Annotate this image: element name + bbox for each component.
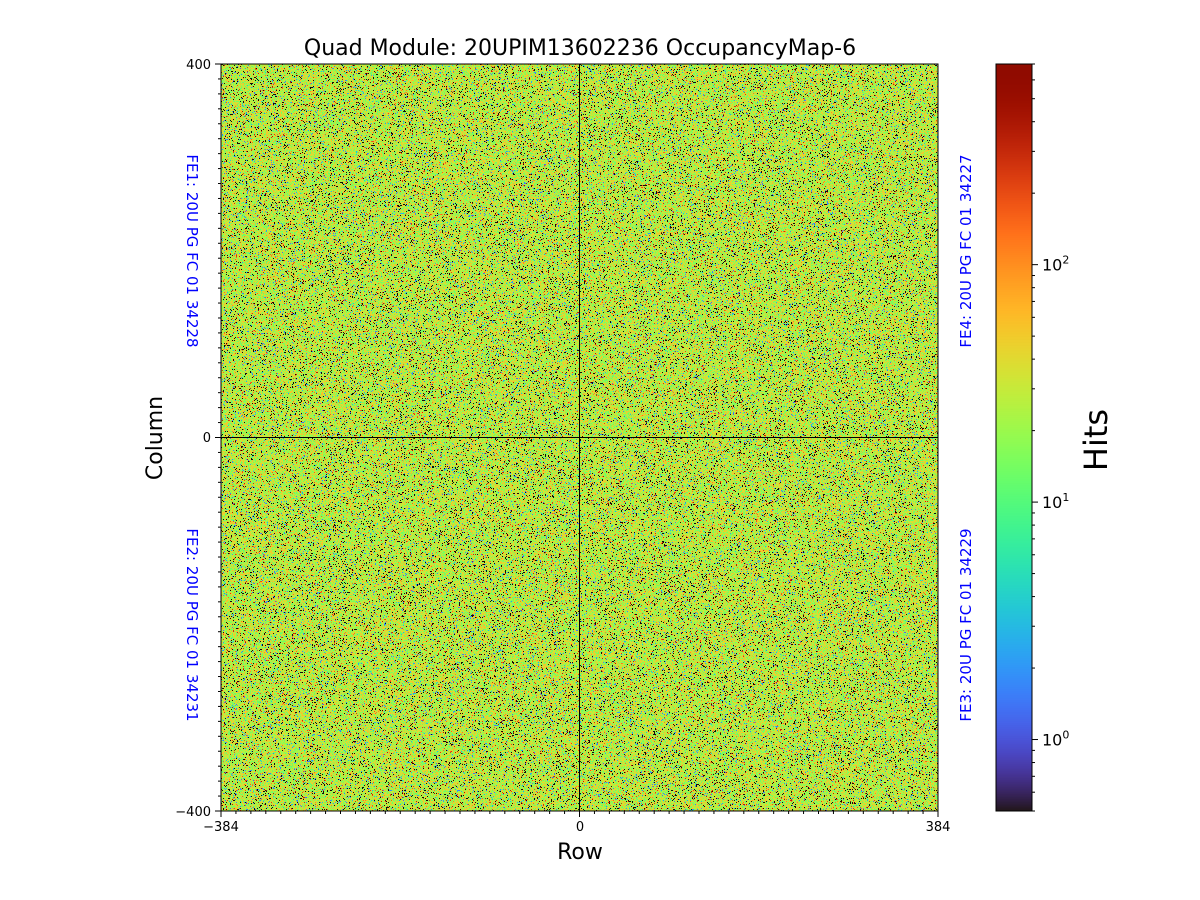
colorbar-tick-exponent: 0	[1062, 729, 1069, 742]
colorbar	[996, 64, 1032, 811]
chart-title: Quad Module: 20UPIM13602236 OccupancyMap…	[304, 36, 856, 61]
y-tick-label: 400	[186, 58, 211, 73]
colorbar-tick-label: 102	[1042, 254, 1069, 275]
fe2-label: FE2: 20U PG FC 01 34231	[183, 528, 201, 721]
colorbar-tick-exponent: 1	[1062, 491, 1069, 504]
y-tick-label: −400	[175, 805, 211, 820]
fe3-label: FE3: 20U PG FC 01 34229	[957, 528, 975, 721]
colorbar-tick-label: 101	[1042, 491, 1069, 512]
y-minor-ticks	[218, 78, 221, 797]
x-tick-label: 384	[926, 820, 951, 835]
colorbar-tick-base: 10	[1042, 731, 1062, 750]
fe1-label: FE1: 20U PG FC 01 34228	[183, 154, 201, 347]
colorbar-label: Hits	[1077, 409, 1115, 471]
colorbar-tick-base: 10	[1042, 493, 1062, 512]
x-axis-label: Row	[557, 840, 603, 865]
y-axis-label: Column	[143, 396, 168, 480]
colorbar-frame	[995, 63, 1033, 812]
colorbar-tick-base: 10	[1042, 256, 1062, 275]
colorbar-tick-exponent: 2	[1062, 254, 1069, 267]
x-minor-ticks	[235, 811, 924, 814]
colorbar-tick-label: 100	[1042, 729, 1069, 750]
x-tick-label: 0	[576, 820, 584, 835]
y-tick-label: 0	[203, 431, 211, 446]
fe4-label: FE4: 20U PG FC 01 34227	[957, 154, 975, 347]
x-tick-label: −384	[203, 820, 239, 835]
